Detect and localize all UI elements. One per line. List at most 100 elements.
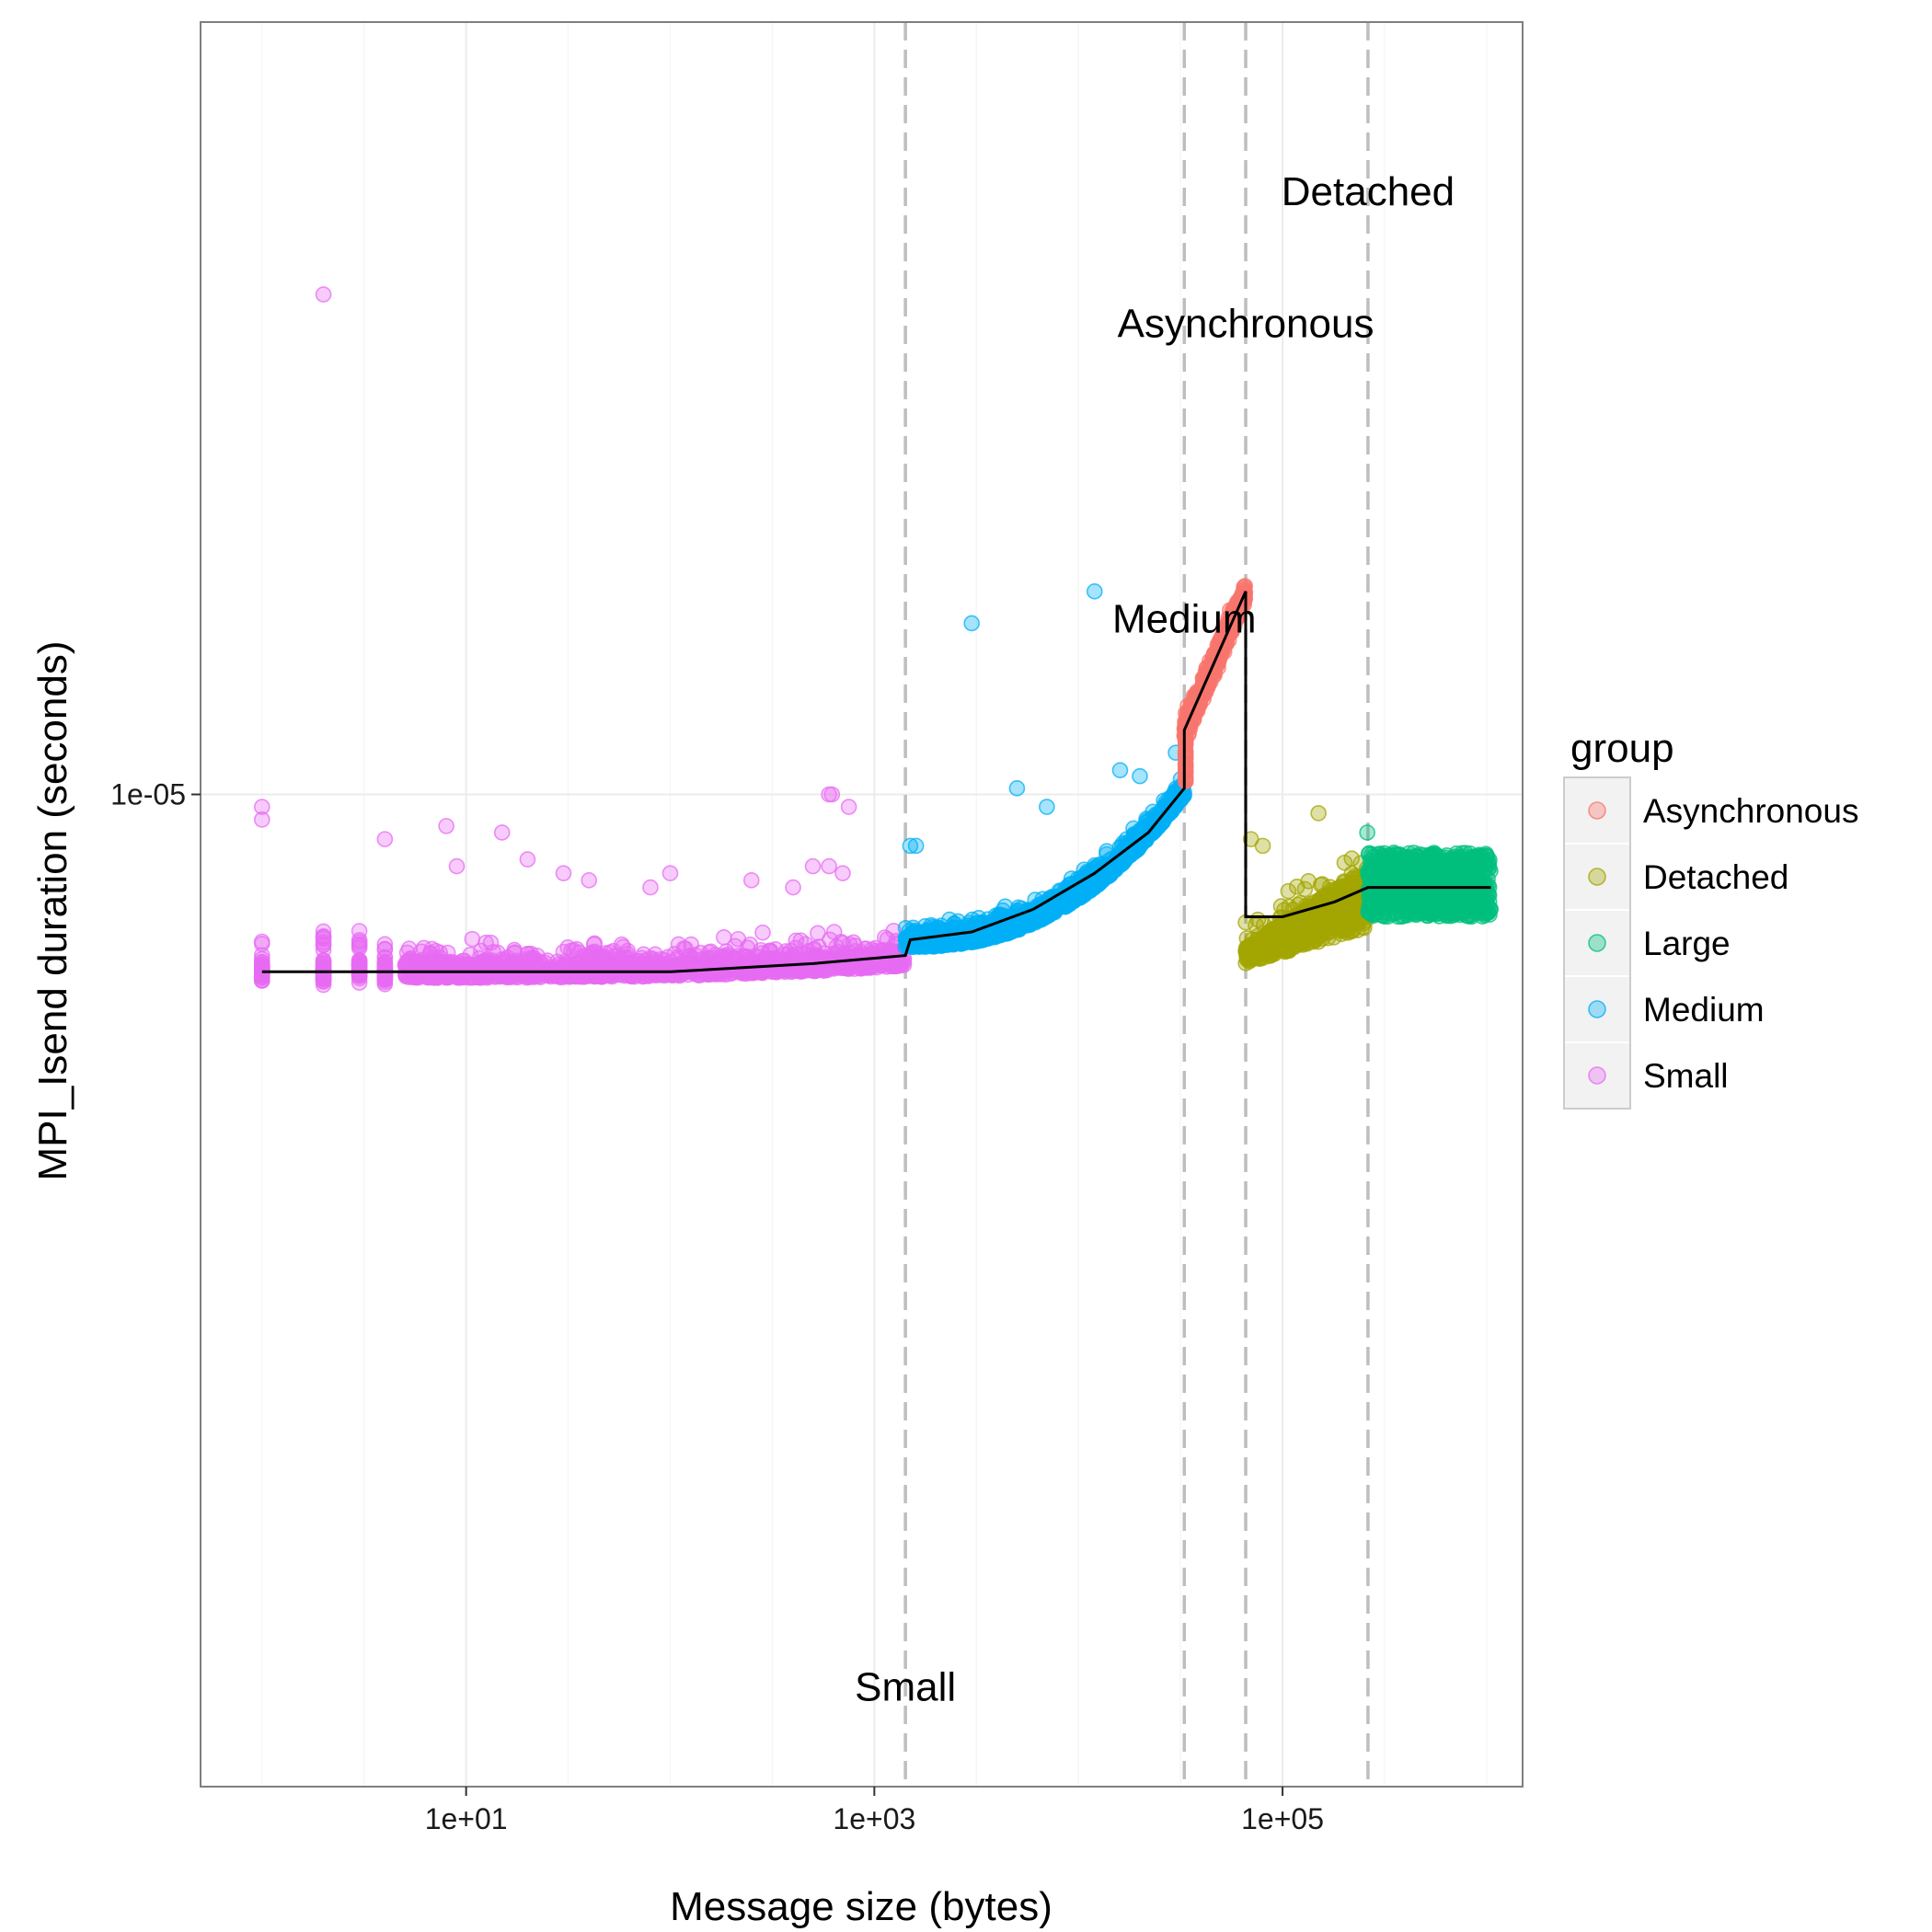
point-small [670, 936, 687, 953]
legend-label: Asynchronous [1643, 792, 1858, 830]
point-small [438, 818, 454, 834]
point-detached [1238, 949, 1256, 966]
point-large [1435, 891, 1452, 909]
point-small [624, 965, 641, 982]
legend-label: Medium [1643, 991, 1765, 1029]
x-tick-label: 1e+03 [833, 1802, 915, 1835]
point-detached [1272, 898, 1290, 914]
point-large [1395, 866, 1411, 883]
legend-label: Detached [1643, 858, 1788, 896]
legend-title: group [1570, 726, 1674, 771]
y-tick-label: 1e-05 [110, 777, 186, 811]
point-small [493, 824, 511, 841]
point-small [423, 954, 441, 971]
point-small [727, 937, 743, 955]
point-large [1389, 908, 1407, 926]
point-small [673, 960, 690, 977]
point-large [1409, 868, 1425, 885]
point-medium [1086, 583, 1103, 600]
point-medium [1132, 767, 1148, 785]
point-large [1374, 848, 1392, 865]
point-detached [1304, 927, 1321, 945]
annotation-label: Medium [1112, 597, 1257, 642]
point-small [540, 966, 558, 983]
point-small [716, 949, 732, 967]
point-medium [1065, 891, 1083, 908]
point-small [822, 931, 838, 949]
legend-label: Large [1643, 925, 1731, 962]
point-small [589, 946, 606, 962]
point-small [840, 799, 857, 815]
point-small [742, 872, 760, 889]
point-large [1423, 905, 1440, 923]
point-small [555, 865, 572, 881]
x-tick-label: 1e+05 [1241, 1802, 1324, 1835]
point-medium [1039, 799, 1055, 815]
point-detached [1344, 870, 1362, 888]
point-large [1367, 877, 1384, 893]
point-large [1412, 849, 1429, 866]
point-large [1359, 824, 1375, 841]
point-small [608, 948, 626, 965]
point-medium [907, 837, 925, 855]
x-axis-title: Message size (bytes) [670, 1884, 1052, 1929]
x-tick-label: 1e+01 [425, 1802, 508, 1835]
breakpoint-lines [903, 22, 1370, 1787]
point-medium [1027, 912, 1044, 929]
annotation-label: Detached [1282, 169, 1455, 214]
point-small [448, 857, 466, 875]
point-small [315, 286, 332, 303]
point-large [1428, 871, 1444, 888]
point-small [834, 865, 851, 881]
point-detached [1263, 938, 1281, 955]
point-small [253, 972, 270, 989]
legend-swatch [1588, 934, 1606, 952]
point-small [351, 932, 368, 949]
point-small [477, 934, 494, 951]
point-small [562, 961, 580, 979]
point-medium [964, 933, 982, 949]
point-small [754, 924, 771, 941]
point-small [788, 932, 805, 949]
legend-swatch [1588, 1000, 1606, 1018]
point-small [785, 879, 801, 896]
point-small [823, 786, 841, 803]
point-small [642, 879, 659, 896]
point-small [376, 936, 394, 953]
point-small [315, 937, 332, 954]
point-small [821, 857, 837, 875]
y-axis-title: MPI_Isend duration (seconds) [30, 641, 75, 1181]
legend-swatch [1588, 801, 1606, 820]
point-small [351, 937, 368, 954]
point-small [253, 954, 270, 972]
point-small [376, 949, 394, 967]
point-small [315, 927, 332, 945]
point-large [1368, 903, 1386, 921]
point-small [253, 933, 270, 950]
point-small [400, 940, 418, 958]
point-medium [963, 615, 981, 632]
annotation-label: Small [855, 1664, 956, 1709]
point-large [1360, 845, 1377, 863]
point-small [661, 865, 679, 881]
point-detached [1279, 929, 1296, 946]
point-small [804, 857, 822, 875]
point-small [892, 955, 910, 972]
point-medium [1111, 762, 1129, 779]
point-small [253, 811, 270, 828]
legend-swatch [1588, 868, 1606, 886]
point-small [647, 954, 663, 972]
point-small [559, 939, 576, 956]
point-large [1364, 861, 1382, 879]
point-small [376, 831, 394, 847]
point-detached [1288, 879, 1305, 895]
point-detached [1254, 837, 1271, 855]
point-large [1478, 848, 1494, 865]
point-large [1456, 864, 1474, 881]
point-medium [1008, 780, 1026, 797]
point-medium [1082, 880, 1099, 897]
point-detached [1310, 805, 1327, 822]
point-small [376, 956, 394, 973]
point-small [767, 949, 784, 967]
